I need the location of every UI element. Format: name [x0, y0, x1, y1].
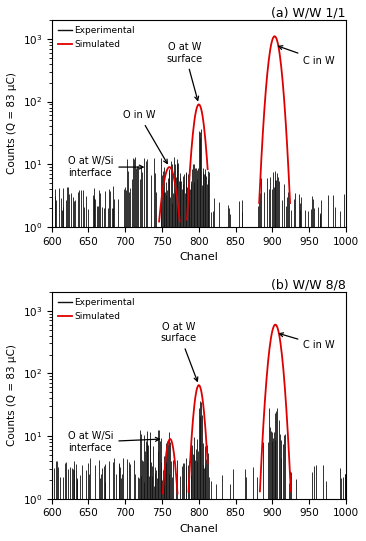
Text: O at W
surface: O at W surface [167, 42, 203, 100]
Text: O at W
surface: O at W surface [161, 322, 198, 381]
Legend: Experimental, Simulated: Experimental, Simulated [55, 23, 138, 52]
X-axis label: Chanel: Chanel [179, 252, 218, 262]
Text: O at W/Si
interface: O at W/Si interface [68, 431, 159, 453]
Text: C in W: C in W [279, 333, 335, 351]
Text: C in W: C in W [279, 46, 335, 65]
Text: O in W: O in W [123, 110, 167, 163]
X-axis label: Chanel: Chanel [179, 524, 218, 534]
Text: O at W/Si
interface: O at W/Si interface [68, 156, 143, 178]
Text: (b) W/W 8/8: (b) W/W 8/8 [271, 279, 346, 292]
Legend: Experimental, Simulated: Experimental, Simulated [55, 294, 138, 324]
Y-axis label: Counts (Q = 83 μC): Counts (Q = 83 μC) [7, 345, 17, 446]
Y-axis label: Counts (Q = 83 μC): Counts (Q = 83 μC) [7, 72, 17, 174]
Text: (a) W/W 1/1: (a) W/W 1/1 [272, 7, 346, 20]
